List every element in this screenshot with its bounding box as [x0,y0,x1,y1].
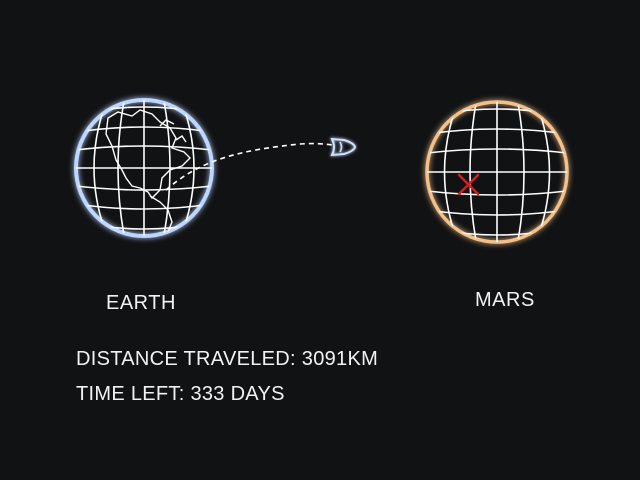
landing-target-x-icon [457,173,480,196]
earth-globe [74,98,214,238]
distance-label: DISTANCE TRAVELED: [76,348,296,370]
distance-value: 3091KM [301,348,379,370]
mars-globe [425,100,569,244]
earth-label: EARTH [106,292,176,314]
time-label: TIME LEFT: [76,383,185,405]
time-value: 333 DAYS [190,383,285,405]
mars-label: MARS [475,289,535,311]
spaceship-icon [330,137,357,157]
time-left-readout: TIME LEFT: 333 DAYS [76,383,285,406]
flight-trajectory [165,142,333,191]
distance-traveled-readout: DISTANCE TRAVELED: 3091KM [76,348,378,371]
earth-grid [76,100,212,236]
